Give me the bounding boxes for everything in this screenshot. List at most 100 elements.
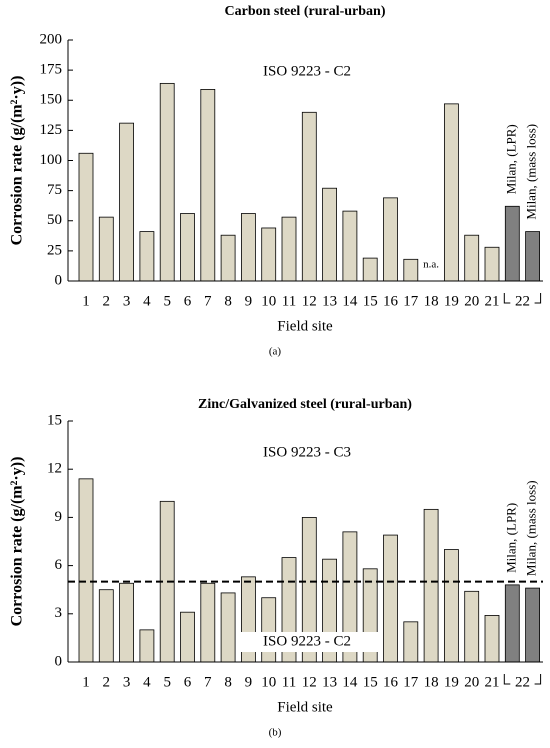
x-tick-label: 3 xyxy=(123,674,131,690)
milan-bar xyxy=(504,205,520,282)
bar xyxy=(200,89,216,282)
y-tick-label: 12 xyxy=(47,461,62,477)
y-tick-label: 3 xyxy=(55,605,63,621)
bar xyxy=(383,534,398,663)
x-tick-label: 19 xyxy=(444,674,459,690)
y-tick-label: 150 xyxy=(40,92,63,108)
milan-bar xyxy=(525,587,540,663)
bracket xyxy=(503,293,542,304)
x-tick-label: 22 xyxy=(515,674,530,690)
x-tick-label: 10 xyxy=(261,674,276,690)
milan-label: Milan, (mass loss) xyxy=(524,124,539,220)
bar xyxy=(484,615,500,663)
x-tick-label: 13 xyxy=(322,293,337,309)
x-tick-label: 7 xyxy=(204,674,212,690)
annotation: ISO 9223 - C2 xyxy=(263,633,351,649)
x-tick-label: 16 xyxy=(383,293,399,309)
x-tick-label: 21 xyxy=(485,674,500,690)
chart-title: Zinc/Galvanized steel (rural-urban) xyxy=(198,397,412,412)
y-tick-label: 15 xyxy=(47,412,62,428)
x-tick-label: 20 xyxy=(464,293,479,309)
x-tick-label: 7 xyxy=(204,293,212,309)
milan-label: Milan, (LPR) xyxy=(503,503,518,573)
bar xyxy=(98,216,114,282)
x-tick-label: 2 xyxy=(103,674,111,690)
y-tick-label: 100 xyxy=(40,152,63,168)
caption: (b) xyxy=(269,727,282,739)
bar xyxy=(180,611,195,663)
bar xyxy=(240,213,256,282)
bracket xyxy=(503,674,542,685)
y-tick-label: 75 xyxy=(47,182,62,198)
x-tick-label: 9 xyxy=(245,293,253,309)
bar xyxy=(200,582,216,663)
x-tick-label: 6 xyxy=(184,674,192,690)
caption: (a) xyxy=(269,346,282,358)
bar xyxy=(301,111,317,282)
x-tick-label: 2 xyxy=(103,293,111,309)
x-axis-label: Field site xyxy=(277,318,333,334)
x-tick-label: 12 xyxy=(302,293,317,309)
x-tick-label: 9 xyxy=(245,674,253,690)
y-tick-label: 125 xyxy=(40,122,63,138)
bar xyxy=(342,210,358,282)
bar xyxy=(281,216,297,282)
x-tick-label: 8 xyxy=(224,674,232,690)
x-tick-label: 18 xyxy=(424,674,439,690)
x-tick-label: 11 xyxy=(282,674,296,690)
milan-label: Milan, (LPR) xyxy=(503,124,518,194)
bar xyxy=(119,582,134,663)
bar xyxy=(220,592,236,663)
bar xyxy=(98,589,114,663)
bar xyxy=(464,590,480,663)
bar xyxy=(403,621,419,663)
x-tick-label: 14 xyxy=(342,293,358,309)
x-tick-label: 17 xyxy=(403,293,419,309)
x-tick-label: 15 xyxy=(363,674,378,690)
bar xyxy=(443,103,459,282)
y-tick-label: 9 xyxy=(55,509,63,525)
x-tick-label: 5 xyxy=(163,293,171,309)
bar xyxy=(159,82,175,282)
x-tick-label: 1 xyxy=(82,674,90,690)
x-tick-label: 1 xyxy=(82,293,90,309)
x-tick-label: 16 xyxy=(383,674,399,690)
x-tick-label: 8 xyxy=(224,293,232,309)
y-tick-label: 175 xyxy=(40,62,63,78)
bar xyxy=(220,234,236,282)
y-tick-label: 0 xyxy=(55,272,63,288)
annotation: ISO 9223 - C2 xyxy=(263,63,351,79)
y-tick-label: 6 xyxy=(55,557,63,573)
x-tick-label: 13 xyxy=(322,674,337,690)
bar xyxy=(484,246,500,282)
x-tick-label: 10 xyxy=(261,293,276,309)
annotation: ISO 9223 - C3 xyxy=(263,444,351,460)
x-tick-label: 17 xyxy=(403,674,419,690)
y-tick-label: 200 xyxy=(40,31,63,47)
bar xyxy=(261,227,277,282)
y-axis-label: Corrosion rate (g/(m²·y)) xyxy=(9,457,26,627)
chart-title: Carbon steel (rural-urban) xyxy=(225,4,386,19)
bar xyxy=(78,152,94,282)
y-tick-label: 50 xyxy=(47,212,62,228)
annotation-box xyxy=(238,632,378,652)
bar xyxy=(322,187,338,282)
bar xyxy=(78,478,94,663)
bar xyxy=(423,508,439,663)
x-tick-label: 18 xyxy=(424,293,439,309)
bar xyxy=(139,629,155,663)
x-tick-label: 12 xyxy=(302,674,317,690)
x-tick-label: 6 xyxy=(184,293,192,309)
x-tick-label: 4 xyxy=(143,674,151,690)
x-tick-label: 21 xyxy=(485,293,500,309)
x-axis-label: Field site xyxy=(277,699,333,715)
x-tick-label: 15 xyxy=(363,293,378,309)
bar xyxy=(383,197,398,282)
bar xyxy=(464,234,480,282)
y-axis-label: Corrosion rate (g/(m²·y)) xyxy=(9,76,26,246)
bar xyxy=(180,213,195,282)
bar xyxy=(139,231,155,282)
bar xyxy=(362,257,378,282)
bar xyxy=(119,122,134,282)
